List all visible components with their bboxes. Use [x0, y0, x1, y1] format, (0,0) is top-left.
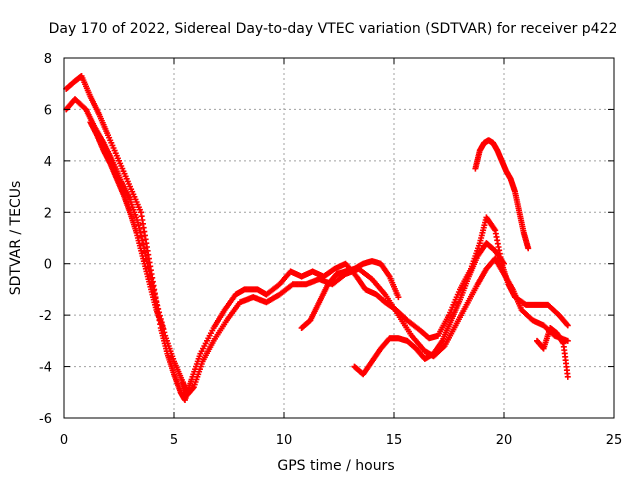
data-point [138, 233, 145, 240]
data-point [161, 329, 168, 336]
y-axis-label: SDTVAR / TECUs [8, 181, 24, 296]
y-axis-ticks: -6 -4 -2 0 2 4 6 8 [39, 52, 614, 427]
data-point [141, 249, 148, 256]
y-tick-label: -4 [39, 361, 52, 376]
x-tick-label: 15 [386, 433, 403, 448]
x-tick-label: 25 [606, 433, 623, 448]
series-track-f [472, 137, 532, 252]
y-tick-label: -6 [39, 412, 52, 427]
y-tick-label: 8 [44, 52, 52, 67]
x-tick-label: 5 [170, 433, 178, 448]
plot-frame [63, 57, 615, 419]
data-point [501, 260, 507, 267]
x-axis-label: GPS time / hours [277, 458, 394, 474]
data-point [140, 241, 147, 248]
data-point [563, 321, 570, 328]
series-track-e [351, 240, 507, 378]
grid-lines [64, 58, 614, 418]
chart-title: Day 170 of 2022, Sidereal Day-to-day VTE… [49, 21, 618, 37]
data-points [63, 73, 571, 403]
data-point [564, 373, 571, 380]
data-point [564, 322, 571, 329]
y-tick-label: 0 [44, 258, 52, 273]
data-point [395, 294, 402, 301]
x-axis-ticks: 0 5 10 15 20 25 [60, 58, 622, 448]
y-tick-label: 2 [44, 206, 52, 221]
series-track-g [534, 325, 571, 380]
x-tick-label: 0 [60, 433, 68, 448]
x-tick-label: 10 [276, 433, 293, 448]
x-tick-label: 20 [496, 433, 513, 448]
data-point [525, 245, 532, 252]
data-point [440, 344, 447, 351]
data-point [564, 337, 571, 344]
series-track-d [298, 258, 402, 331]
y-tick-label: 6 [44, 103, 52, 118]
y-tick-label: -2 [39, 309, 52, 324]
y-tick-label: 4 [44, 155, 52, 170]
series-track-c [87, 119, 166, 331]
data-point [160, 325, 166, 331]
series-track-a [63, 73, 571, 403]
